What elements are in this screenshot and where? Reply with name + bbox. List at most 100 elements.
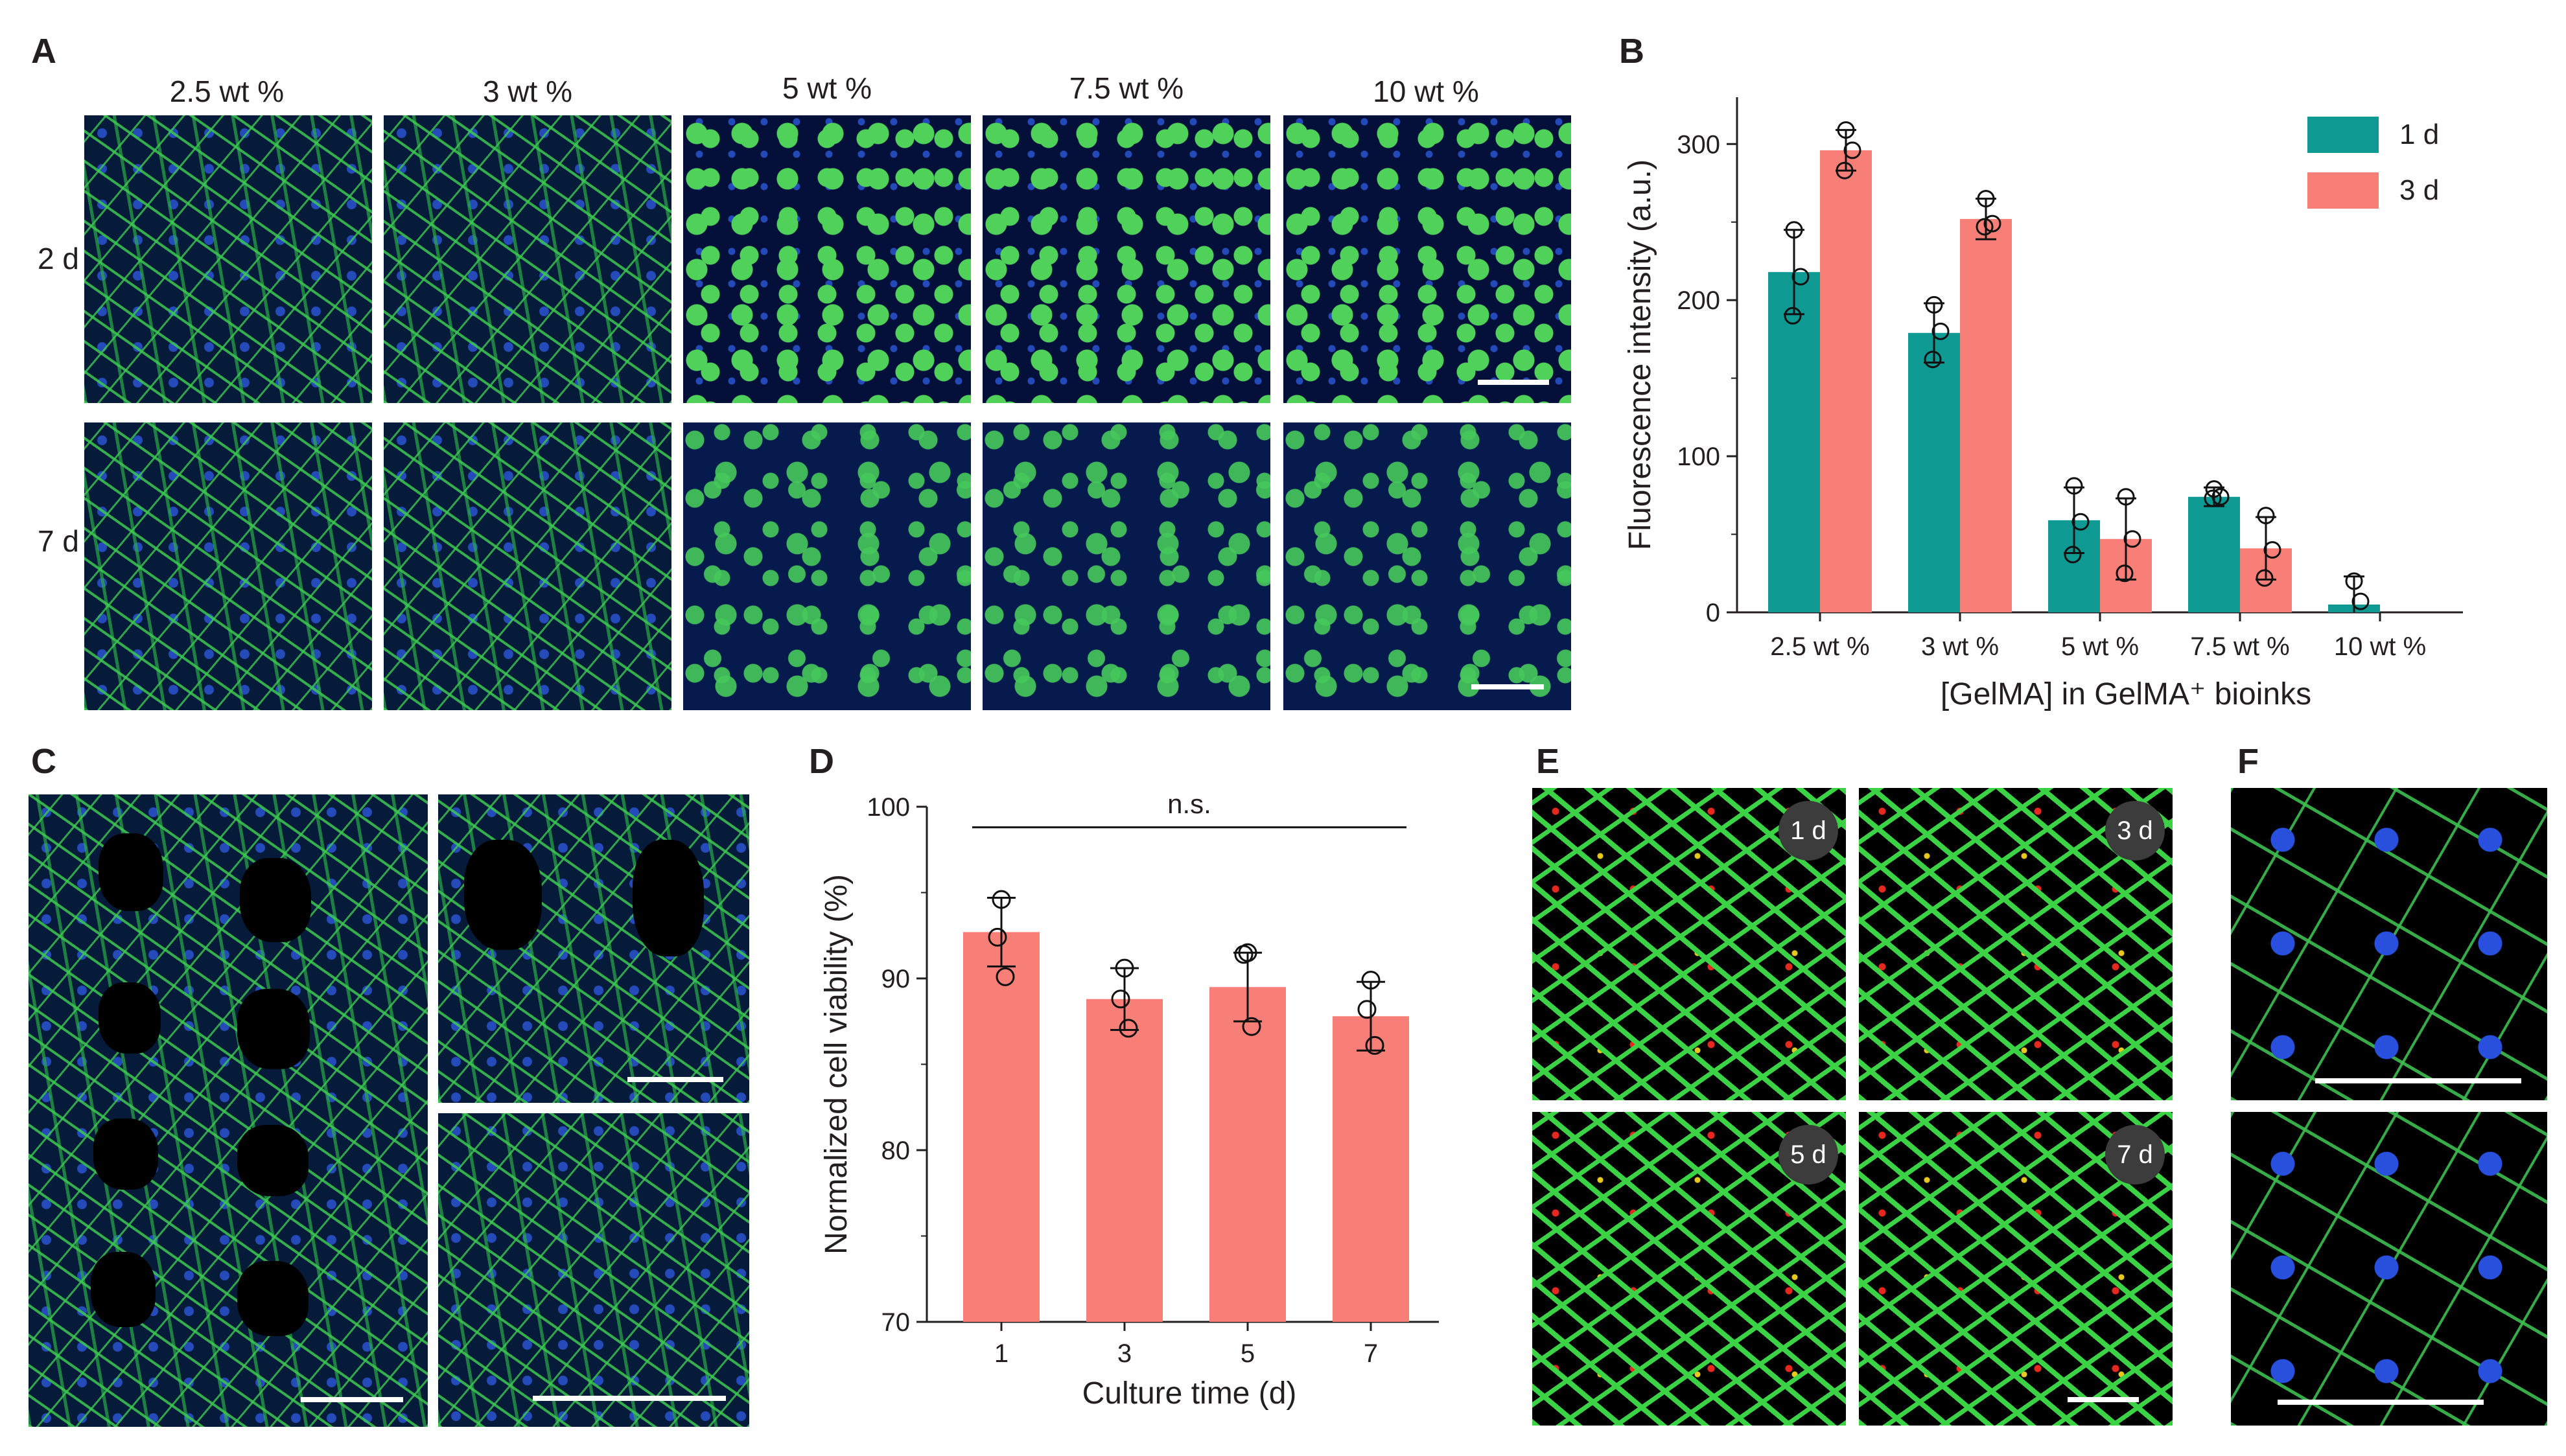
y-tick-label: 100 [1677,443,1720,471]
data-point [988,927,1007,947]
panel-f-image-bottom [2231,1112,2547,1426]
pore [91,1252,156,1327]
x-tick-label: 5 wt % [2061,632,2139,661]
data-point [2211,488,2230,506]
data-point [2064,546,2082,564]
significance-label: n.s. [1167,789,1211,819]
data-point [1836,161,1854,179]
x-tick-label: 1 [994,1339,1009,1368]
data-point [1931,322,1950,340]
pore [99,982,161,1054]
data-point [1837,121,1855,139]
panel-a-column-title: 7.5 wt % [1069,71,1184,105]
panel-a-image [84,422,372,710]
panel-a-column-title: 5 wt % [782,71,872,105]
panel-e-label: E [1536,742,1560,781]
data-point [1976,218,1994,236]
panel-c-image-top [438,794,749,1103]
scale-bar [2315,1078,2521,1083]
data-point [1361,971,1381,990]
data-point [1234,945,1254,964]
panel-f-image-top [2231,788,2547,1100]
panel-a-row-label: 7 d [38,524,79,558]
data-point [2117,488,2135,506]
bar [1908,332,1960,612]
y-tick-label: 100 [867,793,910,822]
day-badge: 3 d [2105,801,2165,861]
data-point [1115,958,1134,978]
data-point [2204,489,2222,507]
x-tick-label: 2.5 wt % [1770,632,1869,661]
pore [99,833,163,911]
legend-label: 3 d [2399,174,2439,206]
scale-bar [1478,380,1549,385]
chart-d: 70 80 90 100 1 3 5 7 n.s. Culture time (d) Normali… [819,789,1439,1411]
panel-a-image [84,115,372,403]
day-badge: 7 d [2105,1125,2165,1184]
legend-label: 1 d [2399,119,2439,150]
data-point [1242,1017,1261,1036]
panel-a-image [983,115,1270,403]
y-tick-label: 0 [1706,599,1720,627]
data-point [2071,513,2090,531]
x-tick-label: 10 wt % [2334,632,2426,661]
data-point [1785,221,1803,239]
panel-a-row-label: 2 d [38,242,79,275]
pore [237,1125,309,1196]
data-point [992,890,1011,909]
panel-a-image [1283,115,1571,403]
data-point [1924,351,1942,369]
panel-a-image [384,115,671,403]
panel-f-label: F [2237,742,2259,781]
panel-c-image-large [29,794,428,1427]
scale-bar [2278,1400,2484,1405]
panel-c-image-bottom [438,1113,749,1427]
legend-swatch [2307,172,2379,209]
data-point [2263,541,2281,559]
panel-b-label: B [1619,32,1644,71]
data-point [2256,569,2274,587]
x-axis-title: [GelMA] in GelMA⁺ bioinks [1941,677,2311,711]
panel-a-column-title: 3 wt % [482,75,573,108]
data-point [1983,214,2001,233]
scale-bar [627,1077,723,1082]
data-point [2257,507,2275,525]
data-point [2123,530,2141,548]
panel-c-label: C [31,742,56,781]
scale-bar [2068,1397,2139,1402]
panel-a-image [683,115,971,403]
data-point [1977,190,1995,208]
x-tick-label: 3 [1117,1339,1132,1368]
panel-a-image [1283,422,1571,710]
y-axis-title: Normalized cell viability (%) [819,874,854,1254]
panel-a-column-title: 2.5 wt % [169,75,285,108]
data-point [996,967,1015,986]
data-point [1357,1000,1377,1019]
panel-d-label: D [809,742,834,781]
panel-e-image: 5 d [1532,1112,1846,1426]
chart-b: 0 100 200 300 2.5 wt % 3 wt % 5 wt % 7.5 wt % 10… [1623,97,2463,711]
panel-e-image: 3 d [1859,788,2173,1100]
pore [240,858,311,942]
panel-e-image: 1 d [1532,788,1846,1100]
scale-bar [301,1397,403,1402]
bar [1333,1016,1409,1322]
y-tick-label: 300 [1677,130,1720,159]
panel-a-image [983,422,1270,710]
x-tick-label: 5 [1241,1339,1255,1368]
pore [237,989,310,1069]
panel-e-image: 7 d [1859,1112,2173,1426]
panel-a-image [683,422,971,710]
bar [2188,496,2240,612]
bar [1768,272,1820,612]
pore [633,840,704,956]
data-point [2065,477,2083,495]
pore [237,1261,309,1336]
bar [963,932,1040,1322]
y-tick-label: 90 [881,965,911,993]
panel-a-column-title: 10 wt % [1373,75,1479,108]
day-badge: 5 d [1779,1125,1838,1184]
data-point [1784,306,1802,325]
data-point [2345,572,2363,590]
y-tick-label: 80 [881,1137,911,1165]
